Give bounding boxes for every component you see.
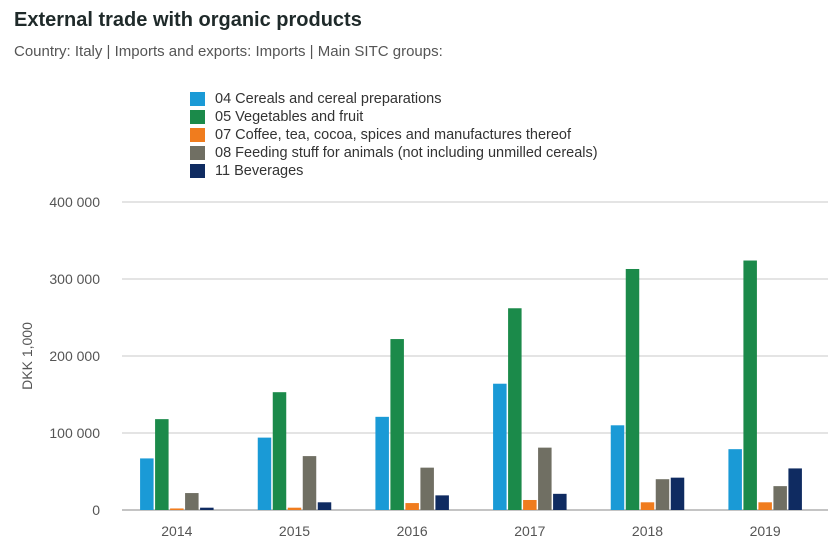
bar: [538, 447, 552, 510]
x-tick-label: 2017: [514, 523, 545, 539]
bar: [302, 456, 317, 510]
bar: [728, 449, 742, 510]
bar: [200, 507, 214, 510]
bar: [185, 493, 199, 510]
bar: [140, 458, 154, 510]
legend-item: 04 Cereals and cereal preparations: [190, 90, 598, 108]
bar: [508, 308, 522, 510]
grid-lines: [122, 201, 828, 511]
bar: [655, 479, 670, 510]
legend-swatch: [190, 146, 205, 160]
x-axis-ticks: 2014 2015 2016 2017 2018 2019: [161, 523, 781, 539]
bar: [670, 477, 685, 510]
bar: [493, 383, 507, 510]
bar: [317, 502, 332, 510]
bar: [788, 468, 802, 510]
bar: [610, 425, 625, 510]
x-tick-label: 2018: [632, 523, 663, 539]
y-tick-label: 400 000: [49, 194, 100, 210]
x-tick-label: 2015: [279, 523, 310, 539]
y-tick-label: 300 000: [49, 271, 100, 287]
bar: [272, 392, 287, 510]
legend-item: 08 Feeding stuff for animals (not includ…: [190, 144, 598, 162]
legend-swatch: [190, 164, 205, 178]
chart-legend: 04 Cereals and cereal preparations 05 Veg…: [190, 90, 598, 180]
bar: [390, 339, 404, 510]
bar: [435, 495, 449, 510]
y-axis-ticks: 0 100 000 200 000 300 000 400 000: [49, 194, 100, 518]
bar: [553, 493, 567, 510]
legend-item: 05 Vegetables and fruit: [190, 108, 598, 126]
bar: [523, 499, 537, 510]
legend-swatch: [190, 128, 205, 142]
legend-item: 07 Coffee, tea, cocoa, spices and manufa…: [190, 126, 598, 144]
y-tick-label: 0: [92, 502, 100, 518]
y-axis-label: DKK 1,000: [19, 322, 35, 390]
bar: [625, 268, 640, 510]
x-tick-label: 2014: [161, 523, 192, 539]
bar: [773, 486, 787, 510]
x-tick-label: 2016: [397, 523, 428, 539]
bar: [405, 503, 419, 510]
bar: [155, 419, 169, 510]
bar: [758, 502, 772, 510]
bar: [257, 437, 272, 510]
bars: [140, 260, 802, 510]
legend-label: 07 Coffee, tea, cocoa, spices and manufa…: [215, 127, 572, 143]
bar: [170, 508, 184, 510]
legend-label: 04 Cereals and cereal preparations: [215, 91, 442, 107]
x-tick-label: 2019: [750, 523, 781, 539]
chart-title: External trade with organic products: [14, 9, 362, 31]
bar: [640, 502, 655, 510]
legend-item: 11 Beverages: [190, 162, 598, 180]
bar: [743, 260, 757, 510]
legend-label: 11 Beverages: [215, 163, 304, 179]
bar: [375, 416, 389, 510]
bar: [287, 507, 302, 510]
legend-label: 05 Vegetables and fruit: [215, 109, 364, 125]
legend-swatch: [190, 110, 205, 124]
legend-swatch: [190, 92, 205, 106]
legend-label: 08 Feeding stuff for animals (not includ…: [215, 145, 598, 161]
bar: [420, 467, 434, 510]
y-tick-label: 200 000: [49, 348, 100, 364]
chart-subtitle: Country: Italy | Imports and exports: Im…: [14, 43, 443, 60]
y-tick-label: 100 000: [49, 425, 100, 441]
